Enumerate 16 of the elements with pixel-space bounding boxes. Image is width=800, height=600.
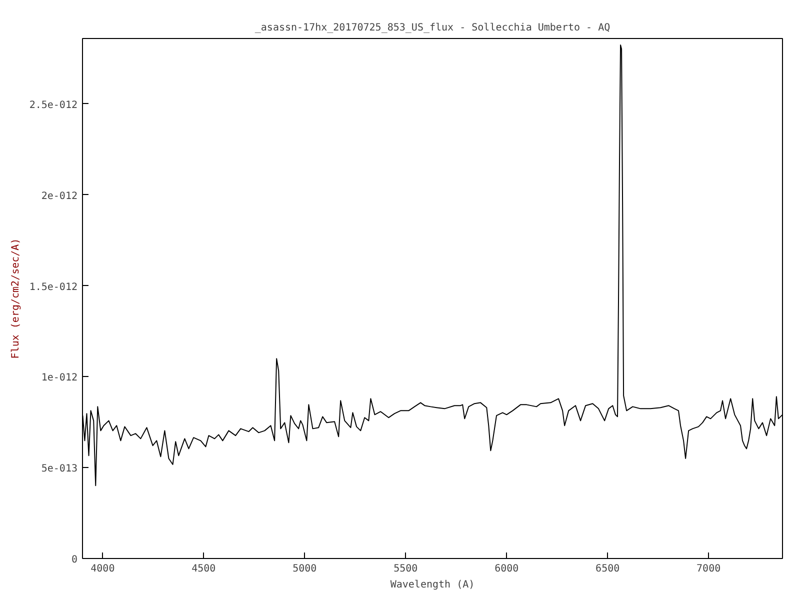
x-tick-label: 6000 <box>494 564 519 574</box>
y-tick-label: 1.5e-012 <box>29 282 78 293</box>
x-axis-title: Wavelength (A) <box>390 580 475 590</box>
x-tick-label: 5000 <box>292 564 317 574</box>
x-tick-label: 4000 <box>90 564 115 574</box>
chart-title: _asassn-17hx_20170725_853_US_flux - Sollecchia Umberto - AQ <box>254 22 610 34</box>
y-tick-label: 2.5e-012 <box>29 100 78 111</box>
y-tick-label: 5e-013 <box>41 464 78 475</box>
y-axis-title: Flux (erg/cm2/sec/A) <box>10 238 22 359</box>
y-tick-label: 1e-012 <box>41 372 78 384</box>
x-tick-label: 7000 <box>696 564 721 574</box>
x-tick-label: 5500 <box>394 564 418 574</box>
y-tick-label: 0 <box>71 554 78 566</box>
x-tick-label: 4500 <box>192 564 216 574</box>
y-tick-label: 2e-012 <box>41 190 78 202</box>
x-tick-label: 6500 <box>596 564 620 574</box>
